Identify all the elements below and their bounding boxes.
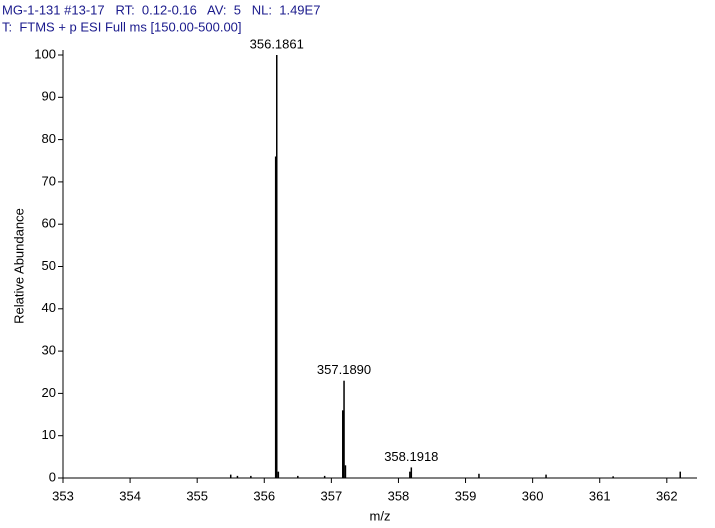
x-tick-label: 353 bbox=[52, 488, 74, 503]
y-tick-label: 0 bbox=[49, 469, 56, 484]
x-tick-label: 359 bbox=[455, 488, 477, 503]
y-tick-label: 30 bbox=[42, 343, 56, 358]
x-tick-label: 355 bbox=[186, 488, 208, 503]
y-tick-label: 80 bbox=[42, 131, 56, 146]
x-axis-label: m/z bbox=[370, 508, 391, 523]
peak-label: 357.1890 bbox=[317, 362, 371, 377]
y-tick-label: 20 bbox=[42, 385, 56, 400]
y-axis-label: Relative Abundance bbox=[11, 208, 26, 324]
chart-subtitle: T: FTMS + p ESI Full ms [150.00-500.00] bbox=[2, 19, 242, 34]
x-tick-label: 356 bbox=[253, 488, 275, 503]
x-tick-label: 360 bbox=[522, 488, 544, 503]
y-tick-label: 70 bbox=[42, 173, 56, 188]
x-tick-label: 361 bbox=[589, 488, 611, 503]
y-tick-label: 60 bbox=[42, 216, 56, 231]
y-tick-label: 90 bbox=[42, 89, 56, 104]
peak-label: 356.1861 bbox=[250, 36, 304, 51]
y-tick-label: 50 bbox=[42, 258, 56, 273]
y-tick-label: 10 bbox=[42, 427, 56, 442]
y-tick-label: 40 bbox=[42, 300, 56, 315]
peak-label: 358.1918 bbox=[384, 449, 438, 464]
x-tick-label: 354 bbox=[119, 488, 141, 503]
y-tick-label: 100 bbox=[34, 46, 56, 61]
x-tick-label: 357 bbox=[321, 488, 343, 503]
x-tick-label: 362 bbox=[656, 488, 678, 503]
chart-title: MG-1-131 #13-17 RT: 0.12-0.16 AV: 5 NL: … bbox=[2, 2, 320, 17]
x-tick-label: 358 bbox=[388, 488, 410, 503]
